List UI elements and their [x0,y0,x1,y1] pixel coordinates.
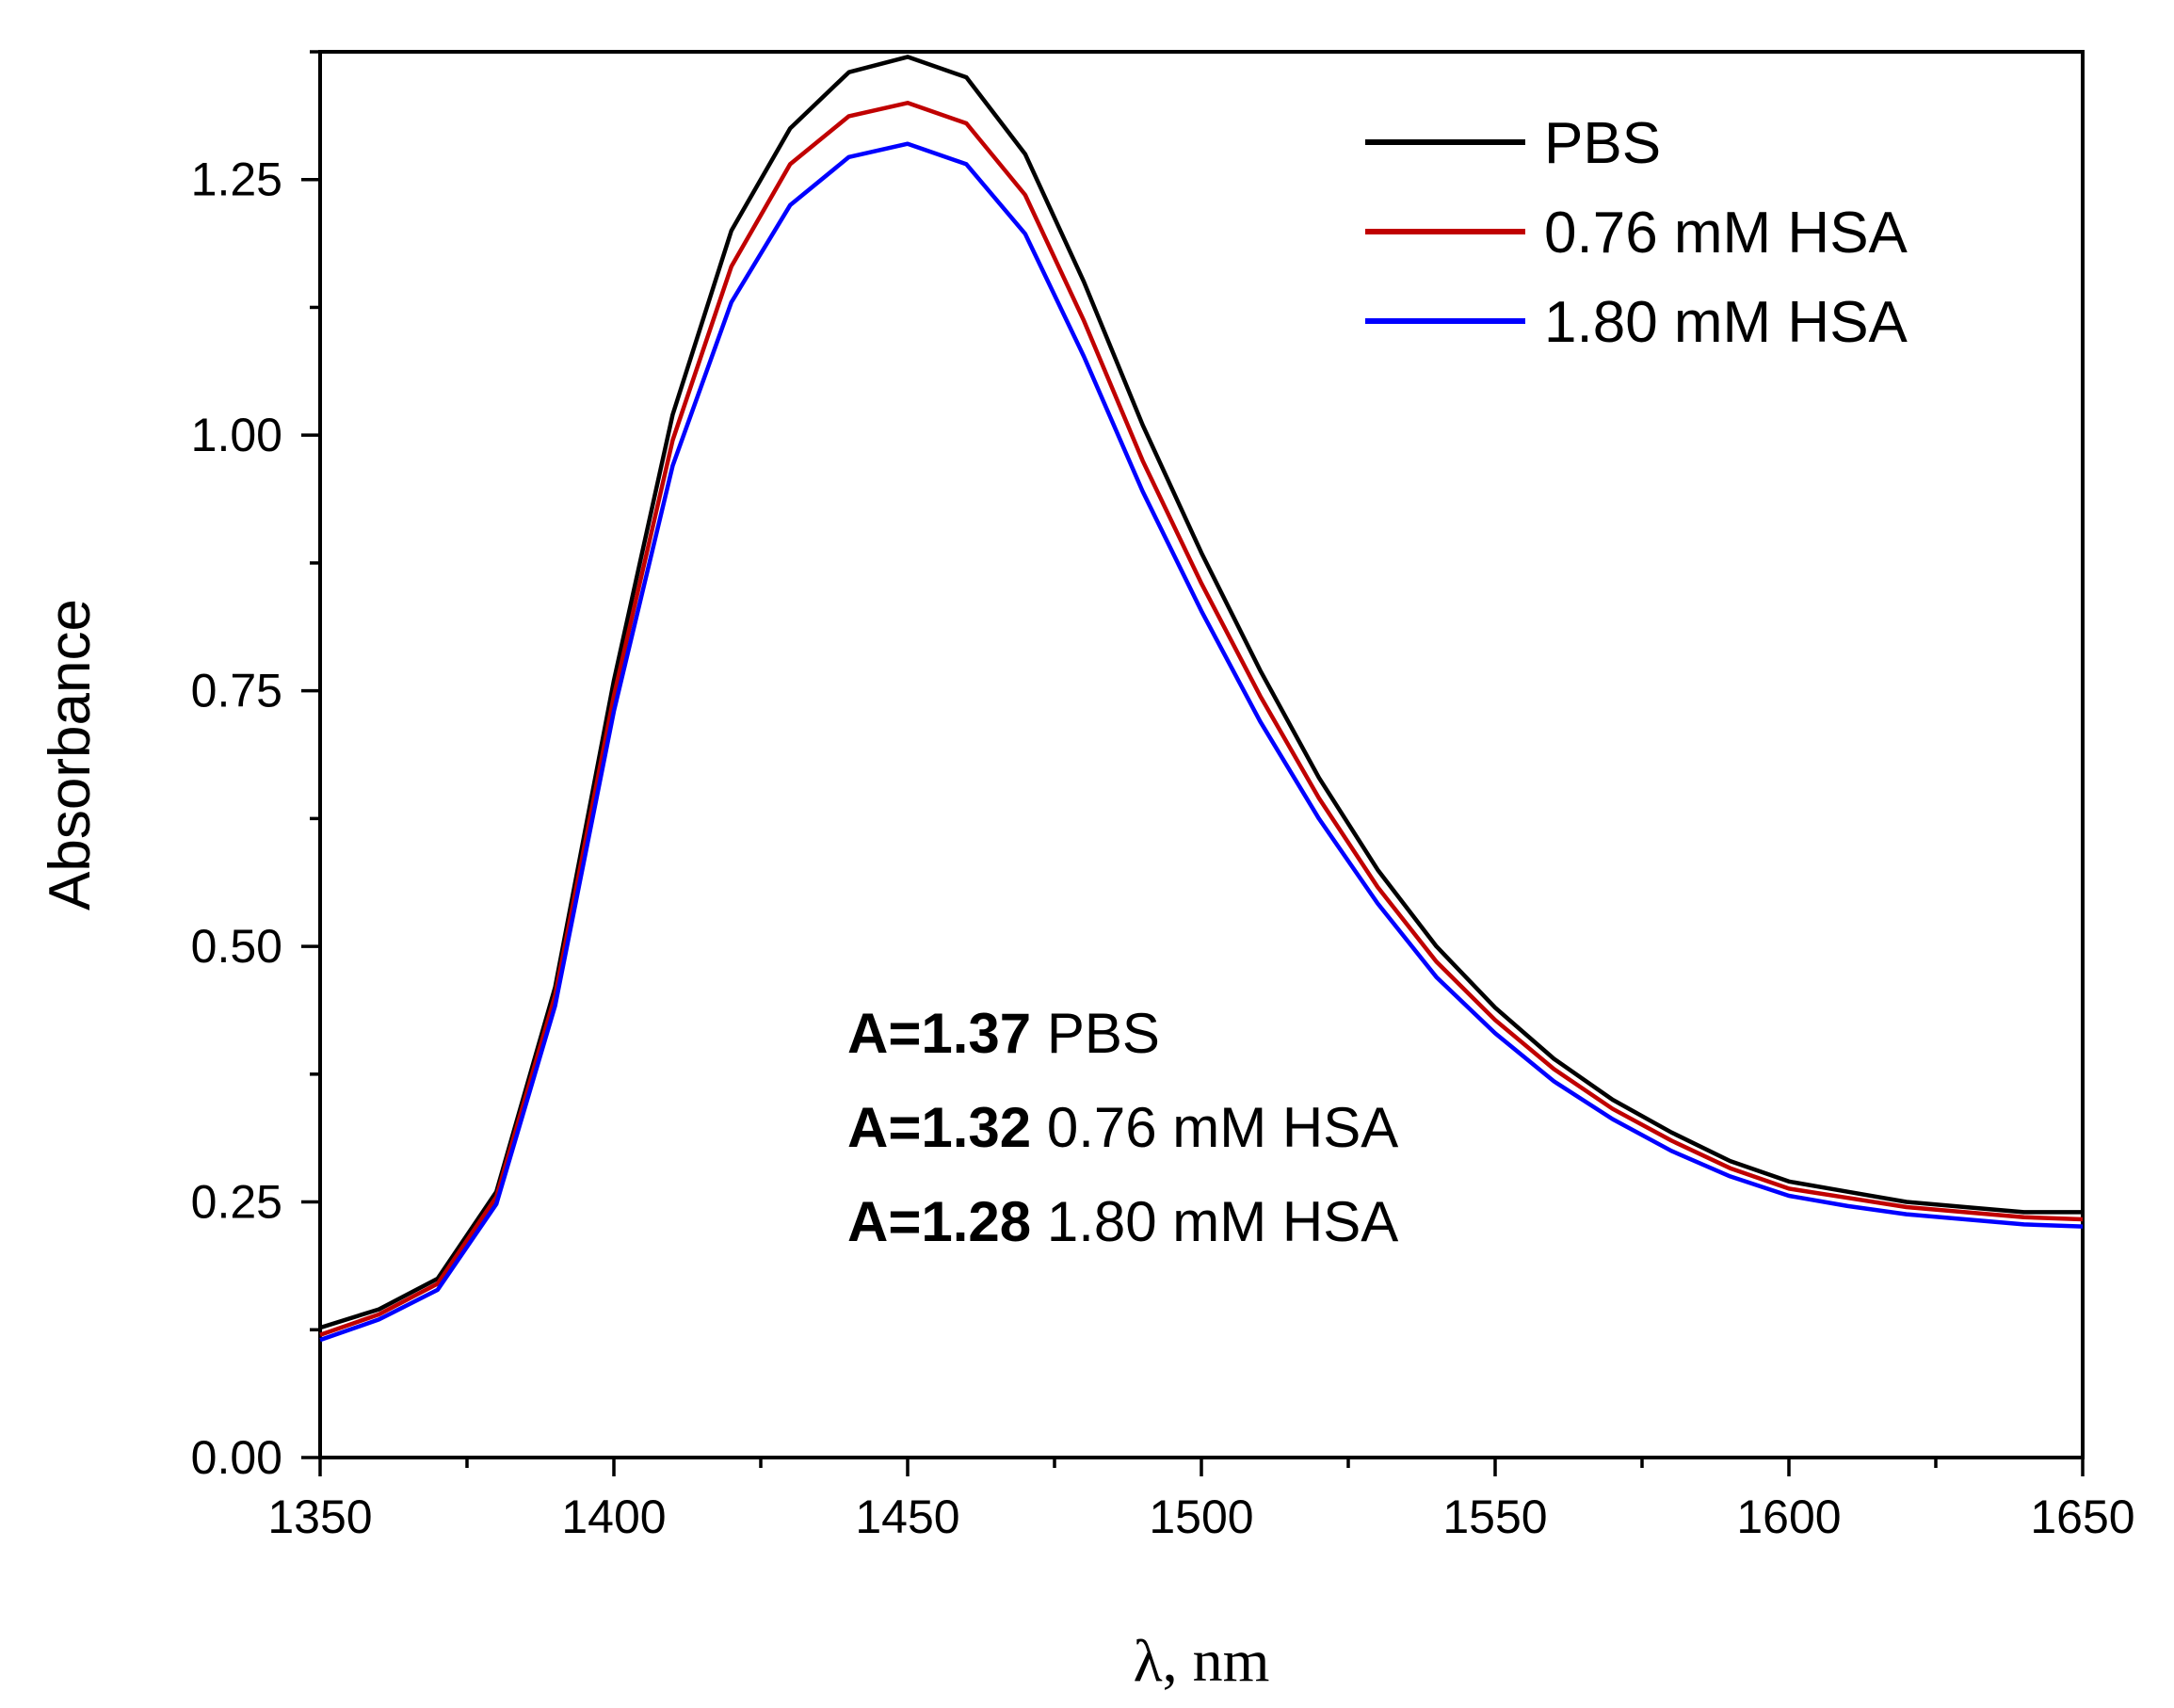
series-line-0 [319,55,2083,1330]
y-tick-label: 1.25 [191,153,282,206]
x-tick-label: 1400 [561,1490,666,1543]
y-tick-label: 0.50 [191,920,282,973]
x-tick-label: 1450 [855,1490,959,1543]
y-tick-label: 0.75 [191,665,282,717]
annotation-label: 0.76 mM HSA [1031,1096,1398,1159]
x-tick-label: 1600 [1736,1490,1841,1543]
x-tick-label: 1650 [2030,1490,2134,1543]
y-tick-label: 0.25 [191,1176,282,1229]
x-tick-label: 1500 [1149,1490,1253,1543]
y-tick-label: 1.00 [191,409,282,461]
annotation-line: A=1.32 0.76 mM HSA [847,1096,1398,1159]
annotation-line: A=1.28 1.80 mM HSA [847,1190,1398,1253]
legend-label: 0.76 mM HSA [1544,201,1908,266]
legend-label: 1.80 mM HSA [1544,290,1908,355]
annotation-value: A=1.32 [847,1096,1031,1159]
x-tick-label: 1550 [1442,1490,1547,1543]
y-axis-label: Absorbance [38,599,103,910]
y-axis: 0.00 0.25 0.50 0.75 1.00 1.25 [191,50,320,1484]
annotation-line: A=1.37 PBS [847,1002,1160,1065]
x-tick-label: 1350 [267,1490,372,1543]
legend-label: PBS [1544,111,1661,176]
series-line-1 [319,101,2084,1337]
legend: PBS 0.76 mM HSA 1.80 mM HSA [1365,111,1908,355]
annotation-label: 1.80 mM HSA [1031,1190,1398,1253]
x-axis-label: λ, nm [1134,1627,1270,1694]
y-tick-label: 0.00 [191,1431,282,1484]
series-layer [319,55,2084,1343]
annotation-label: PBS [1031,1002,1160,1065]
x-axis: 1350 1400 1450 1500 1550 1600 1650 [267,1458,2135,1543]
annotation-value: A=1.37 [847,1002,1031,1065]
series-line-2 [319,141,2084,1343]
annotation-value: A=1.28 [847,1190,1031,1253]
